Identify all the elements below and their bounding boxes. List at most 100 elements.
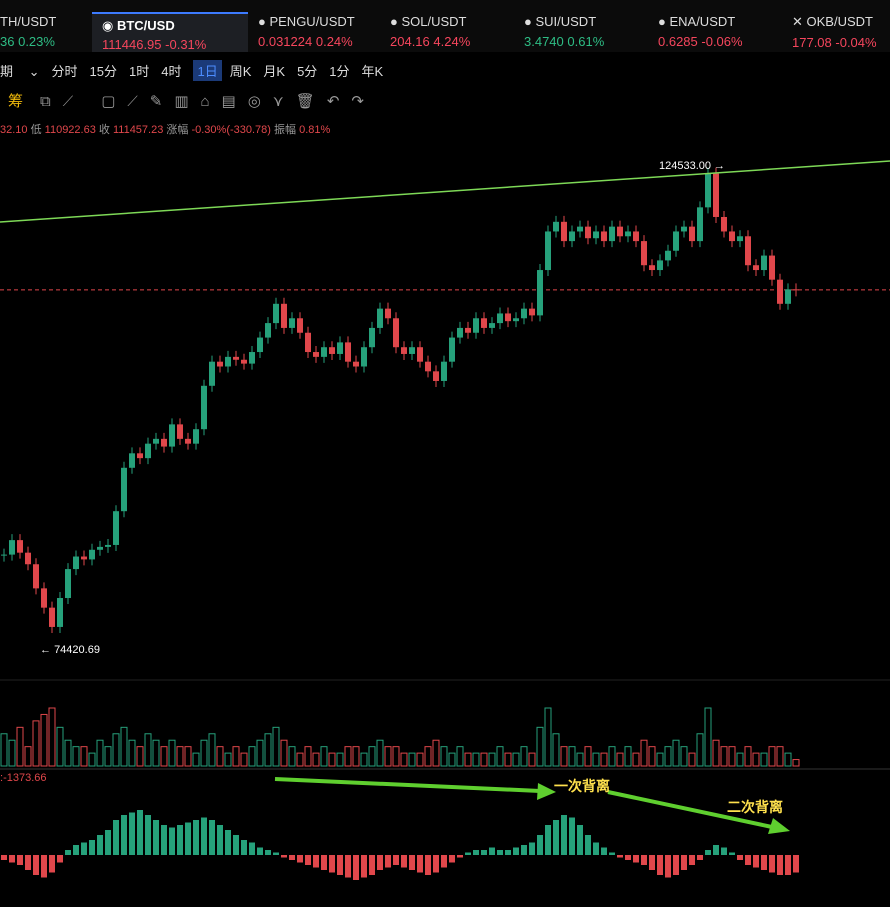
macd-bar: [537, 835, 543, 855]
candle: [625, 231, 631, 237]
macd-bar: [49, 855, 55, 873]
volume-bar: [536, 726, 544, 767]
ticker[interactable]: ● PENGU/USDT 0.031224 0.24%: [258, 14, 355, 49]
macd-bar: [385, 855, 391, 868]
macd-bar: [57, 855, 63, 863]
candle: [561, 221, 567, 242]
candle: [81, 556, 87, 560]
candle: [449, 337, 455, 362]
macd-bar: [193, 820, 199, 855]
period-tab[interactable]: 1时: [129, 64, 150, 79]
period-tab[interactable]: 月K: [263, 64, 286, 79]
candle: [737, 236, 743, 242]
ticker[interactable]: TH/USDT 36 0.23%: [0, 14, 57, 49]
period-selector[interactable]: 期 ⌄: [0, 64, 40, 79]
candle: [121, 467, 127, 512]
chip-button[interactable]: 筹: [8, 93, 24, 110]
ticker[interactable]: ✕ OKB/USDT 177.08 -0.04%: [792, 14, 877, 50]
macd-bar: [249, 842, 255, 855]
macd-bar: [457, 855, 463, 858]
macd-bar: [297, 855, 303, 863]
volume-bar: [40, 713, 48, 767]
ohlc-info: 32.10 低 110922.63 收 111457.23 涨幅 -0.30%(…: [0, 124, 331, 136]
volume-bar: [480, 752, 488, 767]
arrows: [274, 777, 790, 834]
period-tab[interactable]: 15分: [89, 64, 118, 79]
ticker-active[interactable]: ◉ BTC/USD 111446.95 -0.31%: [92, 12, 248, 52]
period-tab[interactable]: 周K: [229, 64, 252, 79]
volume-bar: [448, 752, 456, 767]
volume-bar: [592, 752, 600, 767]
volume-bar: [24, 746, 32, 767]
candle: [337, 342, 343, 354]
period-tab[interactable]: 1日: [193, 60, 222, 81]
volume-bar: [56, 726, 64, 767]
volume-bar: [88, 752, 96, 767]
macd-bar: [81, 842, 87, 855]
candle: [161, 438, 167, 447]
period-tab[interactable]: 年K: [361, 64, 384, 79]
volume-bar: [584, 746, 592, 767]
macd-bar: [113, 820, 119, 855]
candle: [377, 308, 383, 328]
volume-bar: [320, 746, 328, 767]
macd-bar: [25, 855, 31, 870]
candle: [353, 361, 359, 367]
volume-bar: [104, 746, 112, 767]
candle: [697, 207, 703, 242]
trend-line: [0, 160, 890, 223]
draw-tools[interactable]: ⧉⟋ ▢⟋✎▥⌂▤◎⋎🗑↶↷: [40, 93, 376, 110]
macd-bar: [241, 840, 247, 855]
volume-bar: [256, 739, 264, 767]
volume-bar: [560, 746, 568, 767]
candle: [185, 438, 191, 444]
candle: [401, 347, 407, 354]
volume-bar: [488, 752, 496, 767]
candle: [193, 429, 199, 444]
ticker[interactable]: ● SOL/USDT 204.16 4.24%: [390, 14, 471, 49]
macd-bar: [273, 852, 279, 855]
ticker[interactable]: ● ENA/USDT 0.6285 -0.06%: [658, 14, 743, 49]
macd-bar: [713, 845, 719, 855]
volume-bar: [336, 752, 344, 767]
ticker[interactable]: ● SUI/USDT 3.4740 0.61%: [524, 14, 605, 49]
macd-bar: [289, 855, 295, 860]
macd-bar: [417, 855, 423, 873]
volume-bar: [8, 739, 16, 767]
candle: [33, 564, 39, 589]
period-tab[interactable]: 分时: [51, 64, 78, 79]
volume-bar: [720, 746, 728, 767]
candle: [529, 308, 535, 316]
volume-bar: [192, 752, 200, 767]
period-tab[interactable]: 1分: [329, 64, 350, 79]
volume-bar: [784, 752, 792, 767]
volume-bar: [376, 739, 384, 767]
candle: [777, 279, 783, 304]
volume-bar: [216, 746, 224, 767]
volume-bar: [640, 739, 648, 767]
candle: [577, 226, 583, 232]
volume-bar: [544, 707, 552, 767]
volume-bar: [272, 726, 280, 767]
period-tab[interactable]: 4时: [161, 64, 182, 79]
volume-bar: [616, 752, 624, 767]
candle: [673, 231, 679, 251]
macd-bar: [1, 855, 7, 860]
macd-bar: [209, 820, 215, 855]
volume-bar: [128, 739, 136, 767]
low-label: ← 74420.69: [40, 644, 100, 656]
macd-bar: [601, 847, 607, 855]
candle: [57, 598, 63, 627]
volume-bar: [656, 752, 664, 767]
volume-bar: [288, 746, 296, 767]
volume-bar: [72, 746, 80, 767]
candle: [433, 371, 439, 381]
candle: [465, 327, 471, 333]
volume-bar: [232, 746, 240, 767]
volume-bar: [792, 759, 800, 767]
annotation: 二次背离: [727, 799, 783, 815]
period-tab[interactable]: 5分: [297, 64, 318, 79]
macd-bar: [377, 855, 383, 870]
macd-bar: [769, 855, 775, 873]
